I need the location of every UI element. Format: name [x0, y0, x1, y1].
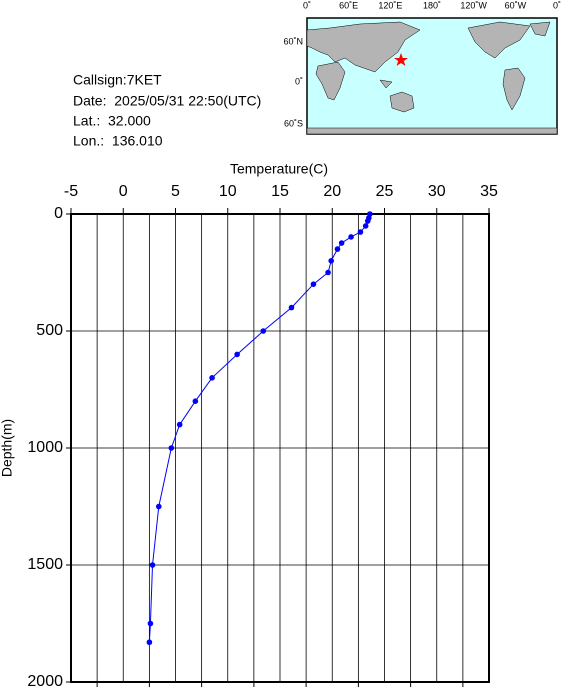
x-tick-label: 20 [323, 183, 341, 200]
date: Date: 2025/05/31 22:50(UTC) [73, 93, 261, 109]
data-point [147, 620, 154, 627]
map-land [306, 21, 558, 135]
data-point [149, 562, 156, 568]
data-point [334, 246, 341, 252]
data-point [168, 445, 175, 451]
plot-frame [70, 213, 490, 683]
data-point [146, 639, 153, 646]
data-point [357, 229, 364, 235]
y-tick-label: 0 [54, 205, 63, 222]
y-tick-label: 2000 [27, 673, 63, 690]
data-point [348, 234, 354, 240]
data-point [310, 281, 317, 288]
callsign: Callsign:7KET [73, 72, 162, 88]
map-lon-label: 120˚E [378, 0, 402, 10]
latitude: Lat.: 32.000 [73, 113, 151, 129]
info-block: Callsign:7KET Date: 2025/05/31 22:50(UTC… [73, 72, 261, 149]
y-tick-label: 1000 [27, 439, 63, 456]
data-point [364, 218, 371, 224]
x-tick-label: 15 [271, 183, 289, 200]
data-point [325, 269, 331, 276]
y-tick-label: 500 [36, 322, 63, 339]
map-lon-label: 60˚W [505, 0, 527, 10]
data-point [362, 223, 369, 229]
data-point [328, 258, 335, 264]
x-tick-label: 10 [219, 183, 237, 200]
map-lon-label: 180˚ [423, 0, 441, 10]
map-lat-label: 60˚N [283, 36, 303, 46]
data-point [176, 421, 183, 428]
map-lon-label: 0˚ [553, 0, 561, 10]
x-tick-label: 25 [376, 183, 394, 200]
x-tick-label: 30 [428, 183, 446, 200]
map: 0˚ 60˚E 120˚E 180˚ 120˚W 60˚W 0˚ 60˚N 0˚ 60˚S [283, 0, 561, 135]
profile-line [148, 213, 371, 643]
map-lon-label: 60˚E [339, 0, 358, 10]
data-point [260, 328, 267, 334]
data-point [155, 503, 162, 510]
map-lat-label: 60˚S [284, 118, 303, 128]
x-tick-label: -5 [64, 183, 78, 200]
x-tick-label: 5 [171, 183, 180, 200]
longitude: Lon.: 136.010 [73, 133, 163, 149]
location-marker [394, 53, 408, 66]
data-point [209, 375, 215, 381]
map-lon-label: 120˚W [460, 0, 487, 10]
map-lat-label: 0˚ [295, 76, 303, 86]
x-axis-label: Temperature(C) [230, 161, 328, 177]
y-axis-label: Depth(m) [0, 419, 15, 477]
x-tick-label: 0 [119, 183, 128, 200]
y-tick-label: 1500 [27, 556, 63, 573]
data-point [234, 351, 240, 358]
data-point [288, 304, 295, 311]
data-point [192, 398, 199, 405]
map-lon-label: 0˚ [303, 0, 311, 10]
data-point [338, 240, 345, 246]
x-tick-label: 35 [480, 183, 498, 200]
